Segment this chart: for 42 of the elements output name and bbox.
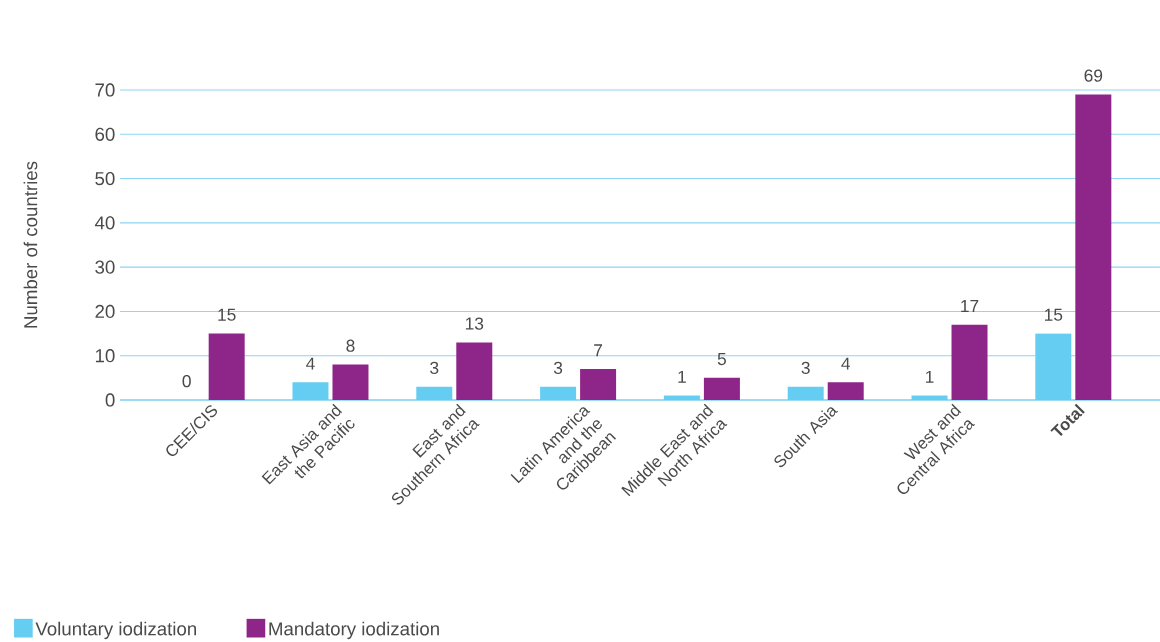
data-label: 15 [218, 308, 236, 321]
y-tick-label: 20 [95, 304, 115, 319]
data-label: 17 [961, 300, 979, 312]
y-tick-label: 0 [105, 393, 115, 407]
bar [332, 364, 369, 400]
bar [580, 368, 617, 400]
data-label: 0 [182, 375, 191, 388]
data-label: 5 [717, 353, 726, 366]
bar [663, 395, 700, 400]
data-label: 3 [430, 361, 439, 374]
y-axis-title: Number of countries [23, 161, 38, 328]
bar [703, 377, 740, 400]
data-label: 4 [841, 357, 851, 370]
legend-label: Mandatory iodization [269, 621, 439, 640]
data-label: 1 [926, 370, 934, 383]
bar [787, 386, 824, 400]
bar [456, 342, 493, 400]
data-label: 7 [594, 344, 603, 357]
data-label: 15 [1045, 308, 1063, 321]
data-label: 8 [346, 339, 355, 352]
y-tick-label: 40 [94, 216, 115, 230]
y-tick-label: 70 [95, 83, 115, 97]
data-label: 13 [465, 317, 484, 330]
bar [911, 395, 948, 400]
data-label: 1 [678, 370, 686, 383]
bar [416, 386, 453, 400]
legend-label: Voluntary iodization [35, 621, 197, 640]
data-label: 69 [1084, 69, 1103, 82]
data-label: 3 [553, 361, 563, 374]
bar [540, 386, 577, 400]
data-label: 4 [306, 357, 315, 370]
bar [208, 333, 245, 400]
y-tick-label: 60 [95, 127, 115, 141]
bar [1075, 94, 1112, 400]
data-label: 3 [801, 361, 810, 374]
y-tick-label: 50 [95, 171, 115, 186]
y-tick-label: 10 [95, 349, 115, 363]
y-tick-label: 30 [95, 260, 115, 274]
bar [1035, 333, 1072, 400]
bar [827, 382, 864, 400]
bar [292, 382, 329, 400]
bar [951, 324, 988, 400]
